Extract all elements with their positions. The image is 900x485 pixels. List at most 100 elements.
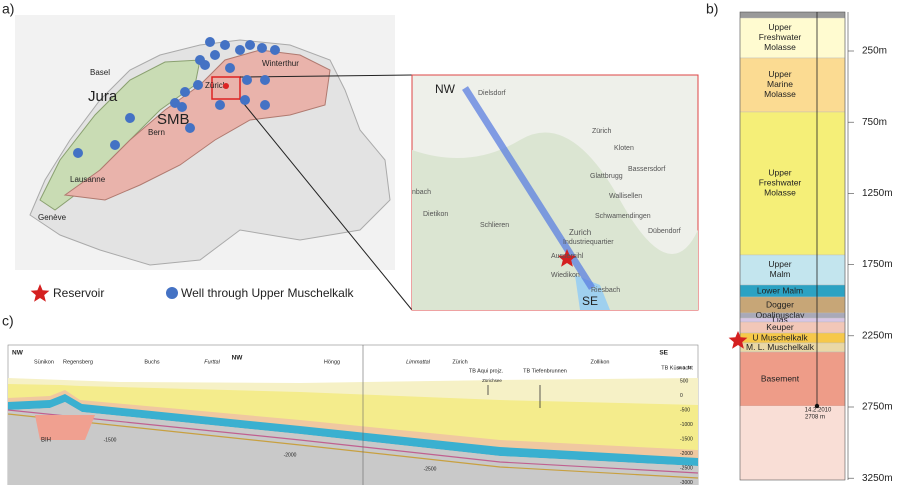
legend-well	[166, 287, 178, 299]
section-label: Regensberg	[63, 359, 93, 365]
well-marker	[240, 95, 250, 105]
elevation-tick: -2000	[680, 451, 693, 457]
layer-label: Basement	[761, 373, 800, 383]
well-marker	[185, 123, 195, 133]
inset-terrain	[412, 132, 698, 310]
depth-label: 1750m	[862, 259, 893, 270]
map-label: SMB	[157, 111, 190, 128]
layer-label: Upper Malm	[768, 259, 791, 279]
section-label: Zürichsee	[482, 378, 502, 383]
well-marker	[200, 60, 210, 70]
layer-label: Lower Malm	[757, 285, 803, 295]
stratigraphic-column: Upper Freshwater Molasse Upper Marine Molasse…	[739, 11, 854, 481]
zoom-box	[211, 76, 241, 100]
depth-label: 3250m	[862, 473, 893, 484]
inset-label: NW	[435, 82, 456, 96]
well-marker	[73, 148, 83, 158]
section-label: TB Küsnacht	[661, 365, 693, 371]
depth-label: 2250m	[862, 330, 893, 341]
well-depth: 2708 m	[805, 415, 825, 421]
zurich-point	[223, 83, 229, 89]
inset-label: Dübendorf	[648, 228, 681, 235]
depth-label: -1500	[104, 437, 117, 443]
layer-label: Keuper	[766, 322, 794, 332]
inset-label: Industriequartier	[563, 239, 614, 246]
depth-label: 2750m	[862, 402, 893, 413]
well-marker	[257, 43, 267, 53]
well-marker	[245, 40, 255, 50]
column-layer	[739, 17, 846, 59]
layer-label: M. L. Muschelkalk	[746, 342, 815, 352]
legend-label: Well through Upper Muschelkalk	[181, 286, 355, 300]
well-marker	[235, 45, 245, 55]
section-label: Sünikon	[34, 359, 54, 365]
map-label: Genève	[38, 213, 67, 222]
section-malm	[8, 394, 698, 466]
well-marker	[260, 75, 270, 85]
legend-label: Reservoir	[53, 286, 104, 300]
layer-label: Dogger	[766, 299, 794, 309]
map-label: Winterthur	[262, 59, 299, 68]
profile-line	[462, 86, 595, 290]
legend-star	[30, 284, 50, 302]
column-frame	[739, 11, 846, 481]
map-label: Basel	[90, 68, 110, 77]
map-label: Jura	[88, 88, 118, 105]
reservoir-star	[557, 249, 577, 267]
section-basement	[8, 402, 698, 485]
map-label: Bern	[148, 128, 165, 137]
well-marker	[193, 80, 203, 90]
column-layer	[739, 254, 846, 286]
section-label: Furttal	[204, 359, 220, 365]
well-marker	[270, 45, 280, 55]
layer-label: Lias	[772, 314, 788, 324]
zoom-line	[239, 98, 413, 311]
inset-label: Kloten	[614, 145, 634, 152]
well-marker	[177, 102, 187, 112]
elevation-tick: -3000	[680, 480, 693, 485]
panel-label: a)	[2, 1, 14, 17]
inset-label: Riesbach	[591, 287, 620, 294]
section-label: TB Tiefenbrunnen	[523, 368, 567, 374]
elevation-tick: -1000	[680, 422, 693, 428]
inset-label: Dielsdorf	[478, 90, 506, 97]
elevation-tick: -2500	[680, 465, 693, 471]
well-bottom	[814, 403, 820, 409]
inset-label: Bassersdorf	[628, 166, 665, 173]
layer-label: U Muschelkalk	[752, 332, 808, 342]
layer-label: Opalinusclay	[756, 310, 805, 320]
section-label: SE	[659, 350, 668, 357]
panel-label: b)	[706, 1, 718, 17]
inset-label: Wallisellen	[609, 193, 642, 200]
inset-label: Zurich	[569, 228, 591, 237]
well-marker	[225, 63, 235, 73]
well-marker	[180, 87, 190, 97]
depth-label: 250m	[862, 46, 887, 57]
well-marker	[260, 100, 270, 110]
well-marker	[242, 75, 252, 85]
inset-label: nbach	[412, 189, 431, 196]
section-label: Limmattal	[406, 359, 431, 365]
inset-label: Schlieren	[480, 222, 509, 229]
depth-label: 750m	[862, 117, 887, 128]
section-label: NW	[232, 355, 244, 362]
column-layer	[739, 57, 846, 113]
section-label: Buchs	[144, 359, 160, 365]
inset-label: Zürich	[592, 128, 612, 135]
section-label: Höngg	[324, 359, 340, 365]
well-markers	[73, 37, 280, 158]
layer-label: Upper Marine Molasse	[764, 69, 796, 99]
inset-label: Schwamendingen	[595, 213, 651, 220]
elevation-unit: m ü. M.	[677, 365, 692, 370]
reservoir-star	[728, 331, 748, 349]
well-marker	[205, 37, 215, 47]
elevation-tick: -1500	[680, 436, 693, 442]
section-label: Zürich	[452, 359, 467, 365]
inset-label: Dietikon	[423, 211, 448, 218]
section-label: NW	[12, 350, 24, 357]
well-marker	[110, 140, 120, 150]
panel-label: c)	[2, 313, 14, 329]
inset-label: Wiedikon	[551, 272, 580, 279]
inset-label: Aussersihl	[551, 253, 584, 260]
